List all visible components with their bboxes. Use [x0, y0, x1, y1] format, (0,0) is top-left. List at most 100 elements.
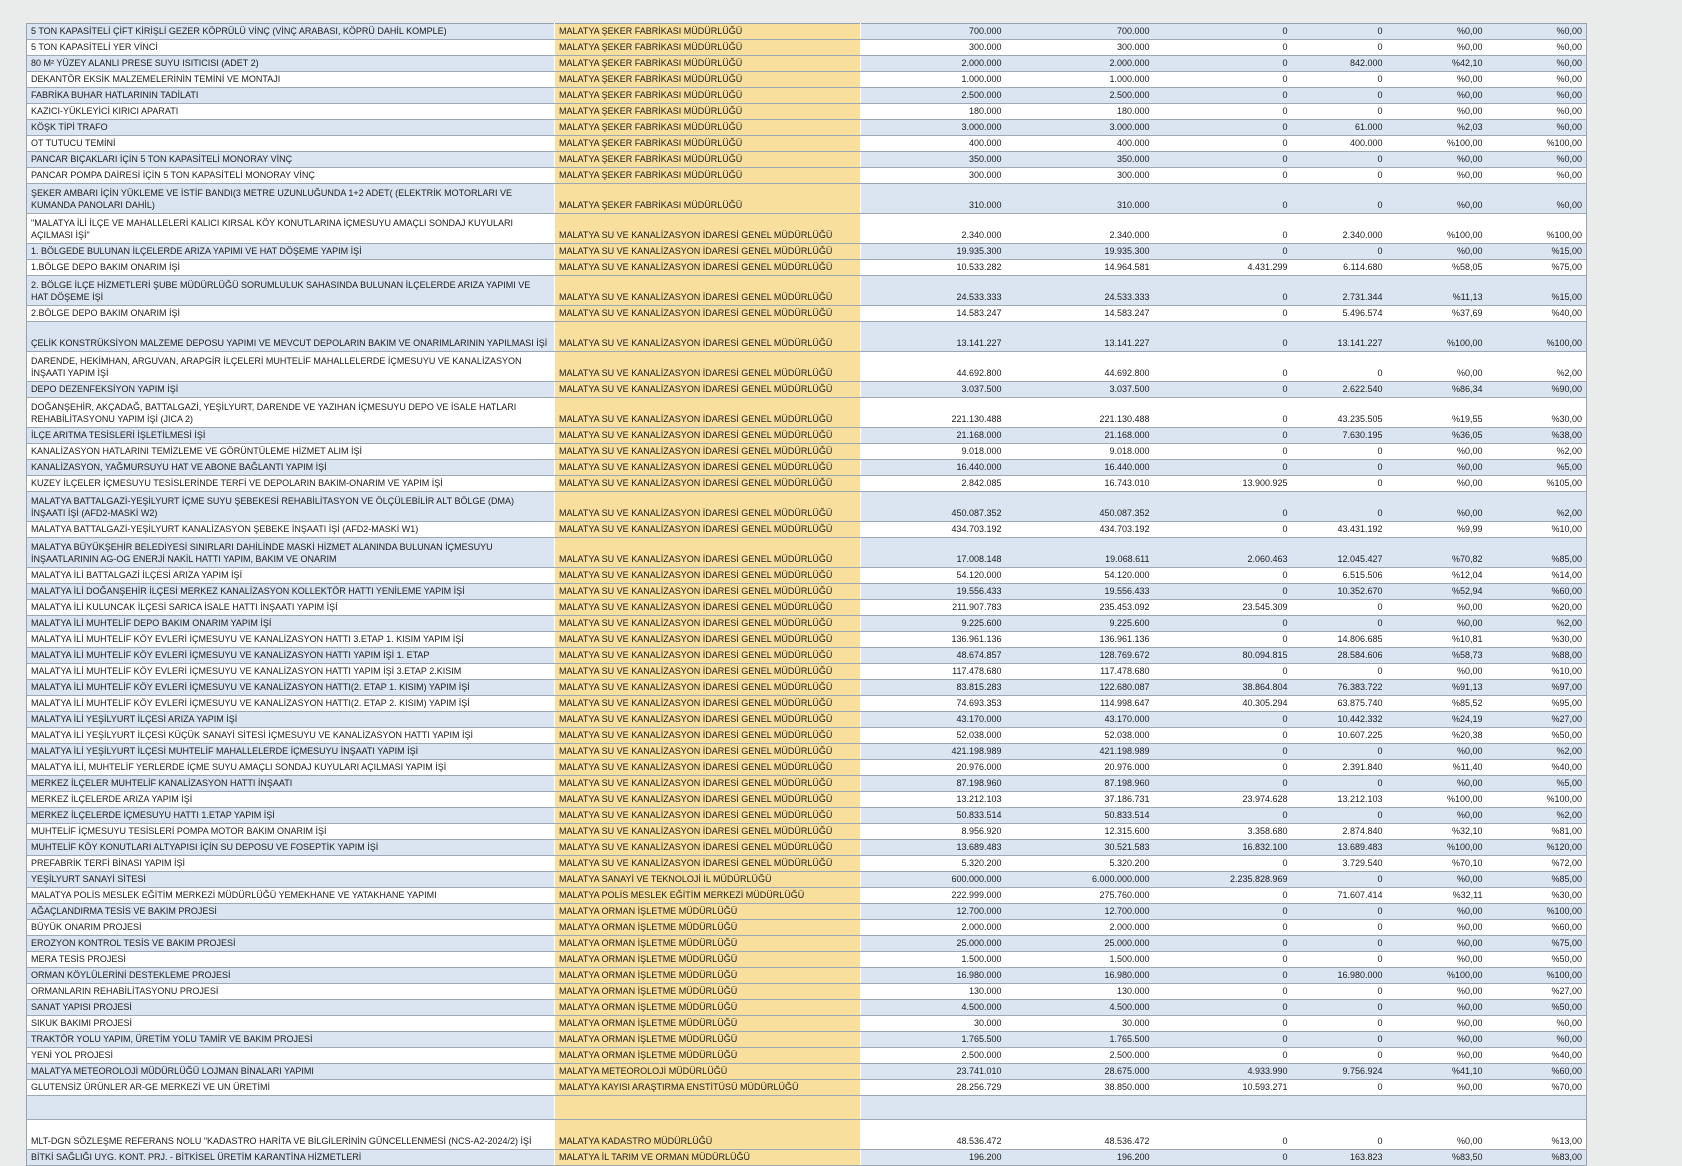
total-cost-cell[interactable]: 37.186.731	[1005, 791, 1154, 808]
physical-progress-percent-cell[interactable]: %5,00	[1486, 459, 1587, 476]
physical-progress-percent-cell[interactable]: %60,00	[1486, 919, 1587, 936]
institution-cell[interactable]: MALATYA ORMAN İŞLETME MÜDÜRLÜĞÜ	[554, 983, 861, 1000]
budget-value-cell[interactable]: 2.842.085	[860, 475, 1006, 492]
institution-cell[interactable]: MALATYA SU VE KANALİZASYON İDARESİ GENEL…	[554, 791, 861, 808]
physical-progress-percent-cell[interactable]: %10,00	[1486, 521, 1587, 538]
revised-value-cell[interactable]: 0	[1153, 855, 1292, 872]
budget-value-cell[interactable]: 221.130.488	[860, 397, 1006, 428]
institution-cell[interactable]: MALATYA ORMAN İŞLETME MÜDÜRLÜĞÜ	[554, 1031, 861, 1048]
physical-progress-percent-cell[interactable]: %27,00	[1486, 711, 1587, 728]
budget-value-cell[interactable]: 48.536.472	[860, 1119, 1006, 1150]
cash-progress-percent-cell[interactable]: %20,38	[1386, 727, 1487, 744]
cash-progress-percent-cell[interactable]: %0,00	[1386, 871, 1487, 888]
cash-progress-percent-cell[interactable]: %2,03	[1386, 119, 1487, 136]
physical-progress-percent-cell[interactable]: %88,00	[1486, 647, 1587, 664]
expenditure-cell[interactable]: 13.141.227	[1291, 321, 1387, 352]
institution-cell[interactable]: MALATYA SU VE KANALİZASYON İDARESİ GENEL…	[554, 459, 861, 476]
revised-value-cell[interactable]: 0	[1153, 1031, 1292, 1048]
institution-cell[interactable]: MALATYA SU VE KANALİZASYON İDARESİ GENEL…	[554, 807, 861, 824]
expenditure-cell[interactable]: 2.731.344	[1291, 275, 1387, 306]
total-cost-cell[interactable]: 14.583.247	[1005, 305, 1154, 322]
revised-value-cell[interactable]: 0	[1153, 521, 1292, 538]
total-cost-cell[interactable]: 300.000	[1005, 167, 1154, 184]
revised-value-cell[interactable]: 10.593.271	[1153, 1079, 1292, 1096]
revised-value-cell[interactable]: 0	[1153, 567, 1292, 584]
physical-progress-percent-cell[interactable]: %0,00	[1486, 119, 1587, 136]
project-name-cell[interactable]: MERKEZ İLÇELERDE ARIZA YAPIM İŞİ	[26, 791, 555, 808]
expenditure-cell[interactable]: 0	[1291, 39, 1387, 56]
institution-cell[interactable]: MALATYA SU VE KANALİZASYON İDARESİ GENEL…	[554, 275, 861, 306]
total-cost-cell[interactable]: 2.000.000	[1005, 919, 1154, 936]
expenditure-cell[interactable]: 0	[1291, 183, 1387, 214]
physical-progress-percent-cell[interactable]: %2,00	[1486, 615, 1587, 632]
revised-value-cell[interactable]	[1153, 1095, 1292, 1120]
cash-progress-percent-cell[interactable]: %0,00	[1386, 475, 1487, 492]
expenditure-cell[interactable]: 0	[1291, 903, 1387, 920]
total-cost-cell[interactable]: 2.500.000	[1005, 87, 1154, 104]
revised-value-cell[interactable]: 0	[1153, 167, 1292, 184]
cash-progress-percent-cell[interactable]: %24,19	[1386, 711, 1487, 728]
budget-value-cell[interactable]: 434.703.192	[860, 521, 1006, 538]
expenditure-cell[interactable]: 0	[1291, 103, 1387, 120]
cash-progress-percent-cell[interactable]: %0,00	[1386, 1015, 1487, 1032]
project-name-cell[interactable]: EROZYON KONTROL TESİS VE BAKIM PROJESİ	[26, 935, 555, 952]
expenditure-cell[interactable]: 61.000	[1291, 119, 1387, 136]
project-name-cell[interactable]: KANALİZASYON HATLARINI TEMİZLEME VE GÖRÜ…	[26, 443, 555, 460]
revised-value-cell[interactable]: 0	[1153, 615, 1292, 632]
budget-value-cell[interactable]: 48.674.857	[860, 647, 1006, 664]
revised-value-cell[interactable]: 80.094.815	[1153, 647, 1292, 664]
revised-value-cell[interactable]: 2.060.463	[1153, 537, 1292, 568]
physical-progress-percent-cell[interactable]: %0,00	[1486, 87, 1587, 104]
project-name-cell[interactable]: MLT-DGN SÖZLEŞME REFERANS NOLU "KADASTRO…	[26, 1119, 555, 1150]
revised-value-cell[interactable]: 0	[1153, 967, 1292, 984]
expenditure-cell[interactable]: 0	[1291, 599, 1387, 616]
cash-progress-percent-cell[interactable]: %0,00	[1386, 87, 1487, 104]
budget-value-cell[interactable]: 700.000	[860, 23, 1006, 40]
expenditure-cell[interactable]: 2.340.000	[1291, 213, 1387, 244]
total-cost-cell[interactable]: 235.453.092	[1005, 599, 1154, 616]
physical-progress-percent-cell[interactable]: %40,00	[1486, 305, 1587, 322]
cash-progress-percent-cell[interactable]: %0,00	[1386, 599, 1487, 616]
project-name-cell[interactable]: 5 TON KAPASİTELİ YER VİNCİ	[26, 39, 555, 56]
institution-cell[interactable]: MALATYA SU VE KANALİZASYON İDARESİ GENEL…	[554, 615, 861, 632]
cash-progress-percent-cell[interactable]: %70,10	[1386, 855, 1487, 872]
budget-value-cell[interactable]: 1.000.000	[860, 71, 1006, 88]
cash-progress-percent-cell[interactable]: %42,10	[1386, 55, 1487, 72]
budget-value-cell[interactable]: 180.000	[860, 103, 1006, 120]
revised-value-cell[interactable]: 0	[1153, 305, 1292, 322]
cash-progress-percent-cell[interactable]: %100,00	[1386, 791, 1487, 808]
budget-value-cell[interactable]: 450.087.352	[860, 491, 1006, 522]
cash-progress-percent-cell[interactable]: %100,00	[1386, 967, 1487, 984]
budget-value-cell[interactable]: 196.200	[860, 1149, 1006, 1166]
project-name-cell[interactable]: DOĞANŞEHİR, AKÇADAĞ, BATTALGAZİ, YEŞİLYU…	[26, 397, 555, 428]
revised-value-cell[interactable]: 0	[1153, 775, 1292, 792]
institution-cell[interactable]: MALATYA ORMAN İŞLETME MÜDÜRLÜĞÜ	[554, 935, 861, 952]
total-cost-cell[interactable]: 275.760.000	[1005, 887, 1154, 904]
expenditure-cell[interactable]: 0	[1291, 443, 1387, 460]
revised-value-cell[interactable]: 0	[1153, 759, 1292, 776]
institution-cell[interactable]: MALATYA ŞEKER FABRİKASI MÜDÜRLÜĞÜ	[554, 119, 861, 136]
budget-value-cell[interactable]: 300.000	[860, 167, 1006, 184]
budget-value-cell[interactable]: 21.168.000	[860, 427, 1006, 444]
cash-progress-percent-cell[interactable]: %36,05	[1386, 427, 1487, 444]
project-name-cell[interactable]: İLÇE ARITMA TESİSLERİ İŞLETİLMESİ İŞİ	[26, 427, 555, 444]
institution-cell[interactable]: MALATYA SU VE KANALİZASYON İDARESİ GENEL…	[554, 305, 861, 322]
project-name-cell[interactable]: ORMAN KÖYLÜLERİNİ DESTEKLEME PROJESİ	[26, 967, 555, 984]
project-name-cell[interactable]: MALATYA İLİ YEŞİLYURT İLÇESİ ARIZA YAPIM…	[26, 711, 555, 728]
physical-progress-percent-cell[interactable]: %50,00	[1486, 727, 1587, 744]
revised-value-cell[interactable]: 0	[1153, 55, 1292, 72]
expenditure-cell[interactable]: 3.729.540	[1291, 855, 1387, 872]
cash-progress-percent-cell[interactable]: %0,00	[1386, 951, 1487, 968]
physical-progress-percent-cell[interactable]: %95,00	[1486, 695, 1587, 712]
expenditure-cell[interactable]: 0	[1291, 243, 1387, 260]
project-name-cell[interactable]: MALATYA İLİ DOĞANŞEHİR İLÇESİ MERKEZ KAN…	[26, 583, 555, 600]
total-cost-cell[interactable]: 3.000.000	[1005, 119, 1154, 136]
physical-progress-percent-cell[interactable]: %97,00	[1486, 679, 1587, 696]
institution-cell[interactable]: MALATYA SU VE KANALİZASYON İDARESİ GENEL…	[554, 321, 861, 352]
expenditure-cell[interactable]: 0	[1291, 999, 1387, 1016]
project-name-cell[interactable]: MALATYA İLİ YEŞİLYURT İLÇESİ MUHTELİF MA…	[26, 743, 555, 760]
cash-progress-percent-cell[interactable]: %0,00	[1386, 151, 1487, 168]
institution-cell[interactable]: MALATYA SU VE KANALİZASYON İDARESİ GENEL…	[554, 663, 861, 680]
cash-progress-percent-cell[interactable]: %100,00	[1386, 135, 1487, 152]
total-cost-cell[interactable]: 130.000	[1005, 983, 1154, 1000]
